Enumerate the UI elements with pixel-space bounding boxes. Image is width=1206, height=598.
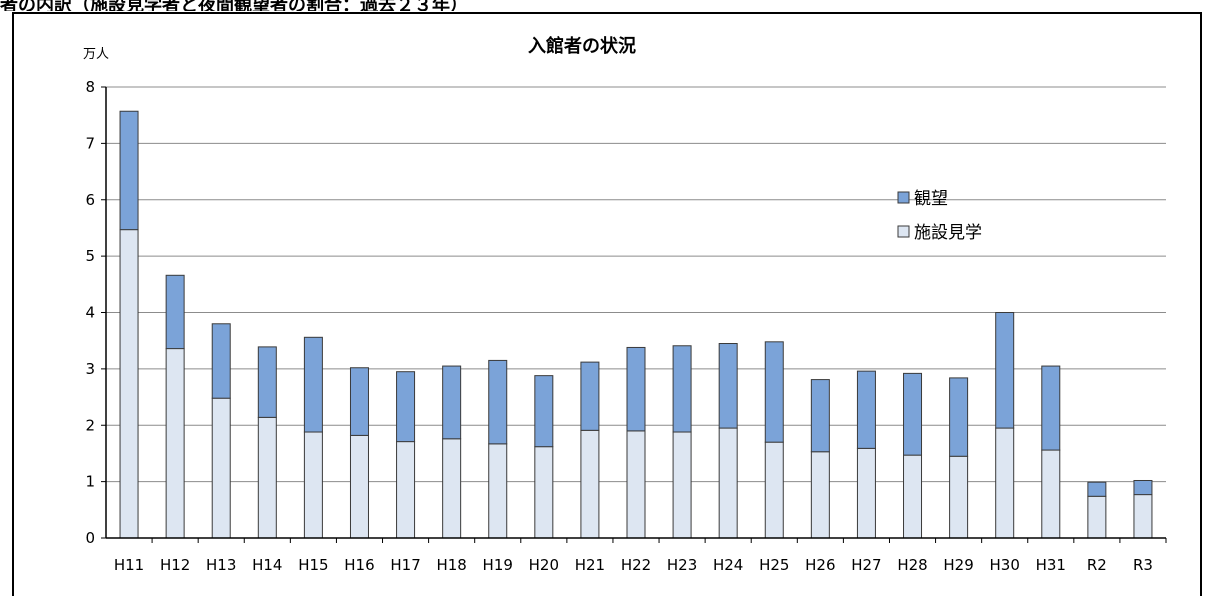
x-tick-label: H14 bbox=[252, 556, 282, 574]
x-tick-label: H24 bbox=[713, 556, 743, 574]
bar-segment-observation bbox=[396, 371, 416, 443]
bar-segment-observation bbox=[349, 367, 369, 436]
bar-segment-observation bbox=[764, 341, 784, 443]
bar-segment-facility-tour bbox=[349, 434, 369, 539]
x-tick-label: H17 bbox=[390, 556, 420, 574]
bar-segment-facility-tour bbox=[718, 427, 738, 539]
bar-segment-facility-tour bbox=[442, 438, 462, 539]
bar-segment-facility-tour bbox=[396, 441, 416, 539]
bar-segment-facility-tour bbox=[903, 454, 923, 539]
x-tick-label: H25 bbox=[759, 556, 789, 574]
bar-segment-facility-tour bbox=[995, 427, 1015, 539]
x-tick-label: H15 bbox=[298, 556, 328, 574]
bar-segment-observation bbox=[534, 375, 554, 448]
bar-segment-facility-tour bbox=[1041, 449, 1061, 539]
x-tick-label: H26 bbox=[805, 556, 835, 574]
x-tick-label: H28 bbox=[897, 556, 927, 574]
x-tick-label: H16 bbox=[344, 556, 374, 574]
x-tick-label: R3 bbox=[1133, 556, 1153, 574]
y-tick-label: 6 bbox=[85, 191, 95, 209]
bar-segment-observation bbox=[303, 336, 323, 433]
bar-segment-facility-tour bbox=[257, 416, 277, 539]
bar-segment-facility-tour bbox=[626, 430, 646, 539]
bar-segment-observation bbox=[1087, 481, 1107, 497]
bar-segment-observation bbox=[672, 345, 692, 433]
bar-segment-observation bbox=[580, 361, 600, 431]
x-axis-ticks: H11 H12 H13 H14 H15 H16 H17 H18 H19 H20 H21 H22 H23 H… bbox=[114, 538, 1167, 574]
bar-segment-facility-tour bbox=[856, 447, 876, 539]
bar-segment-facility-tour bbox=[672, 431, 692, 539]
bar-segment-observation bbox=[903, 372, 923, 456]
bar-segment-observation bbox=[718, 343, 738, 429]
bar-segment-observation bbox=[995, 312, 1015, 429]
bar-segment-facility-tour bbox=[534, 446, 554, 539]
bar-segment-observation bbox=[488, 359, 508, 445]
page-caption: 者の内訳（施設見学者と夜間観望者の割合：過去２３年） bbox=[0, 0, 468, 11]
chart-title: 入館者の状況 bbox=[528, 35, 636, 57]
y-tick-label: 0 bbox=[85, 529, 95, 547]
y-tick-label: 7 bbox=[85, 134, 95, 152]
bar-segment-facility-tour bbox=[949, 455, 969, 539]
bar-segment-facility-tour bbox=[1087, 495, 1107, 539]
bar-segment-facility-tour bbox=[211, 397, 231, 539]
legend-swatch bbox=[897, 225, 910, 238]
bar-segment-facility-tour bbox=[810, 451, 830, 539]
bar-segment-observation bbox=[1041, 365, 1061, 451]
x-tick-label: H22 bbox=[621, 556, 651, 574]
bar-segment-facility-tour bbox=[1133, 494, 1153, 539]
bar-segment-observation bbox=[810, 379, 830, 453]
bars bbox=[119, 110, 1153, 539]
bar-segment-observation bbox=[442, 365, 462, 440]
y-axis-ticks: 0 1 2 3 4 5 6 7 8 bbox=[85, 78, 106, 547]
x-tick-label: H31 bbox=[1036, 556, 1066, 574]
bar-segment-facility-tour bbox=[119, 229, 139, 539]
x-tick-label: H29 bbox=[943, 556, 973, 574]
bar-segment-facility-tour bbox=[303, 431, 323, 539]
x-tick-label: H19 bbox=[483, 556, 513, 574]
x-tick-label: H11 bbox=[114, 556, 144, 574]
y-axis-unit-label: 万人 bbox=[83, 47, 109, 62]
bar-segment-observation bbox=[165, 274, 185, 350]
y-tick-label: 2 bbox=[85, 416, 95, 434]
bar-segment-facility-tour bbox=[764, 441, 784, 539]
y-tick-label: 8 bbox=[85, 78, 95, 96]
bar-segment-observation bbox=[119, 110, 139, 231]
x-tick-label: H27 bbox=[851, 556, 881, 574]
x-tick-label: H12 bbox=[160, 556, 190, 574]
bar-segment-observation bbox=[949, 377, 969, 457]
bar-segment-observation bbox=[626, 346, 646, 432]
bar-segment-observation bbox=[211, 323, 231, 399]
x-tick-label: H21 bbox=[575, 556, 605, 574]
y-tick-label: 3 bbox=[85, 360, 95, 378]
x-tick-label: H23 bbox=[667, 556, 697, 574]
legend-swatch bbox=[897, 191, 910, 204]
legend-label: 施設見学 bbox=[914, 223, 982, 243]
legend-label: 観望 bbox=[914, 189, 948, 209]
y-tick-label: 4 bbox=[85, 304, 95, 322]
bar-segment-facility-tour bbox=[165, 348, 185, 539]
x-tick-label: H30 bbox=[990, 556, 1020, 574]
x-tick-label: H13 bbox=[206, 556, 236, 574]
bar-segment-observation bbox=[1133, 479, 1153, 496]
x-tick-label: H20 bbox=[529, 556, 559, 574]
bar-segment-observation bbox=[257, 346, 277, 418]
bar-segment-facility-tour bbox=[580, 429, 600, 539]
y-tick-label: 5 bbox=[85, 247, 95, 265]
bar-segment-observation bbox=[856, 370, 876, 449]
x-tick-label: H18 bbox=[436, 556, 466, 574]
bar-segment-facility-tour bbox=[488, 443, 508, 539]
x-tick-label: R2 bbox=[1087, 556, 1107, 574]
y-tick-label: 1 bbox=[85, 473, 95, 491]
